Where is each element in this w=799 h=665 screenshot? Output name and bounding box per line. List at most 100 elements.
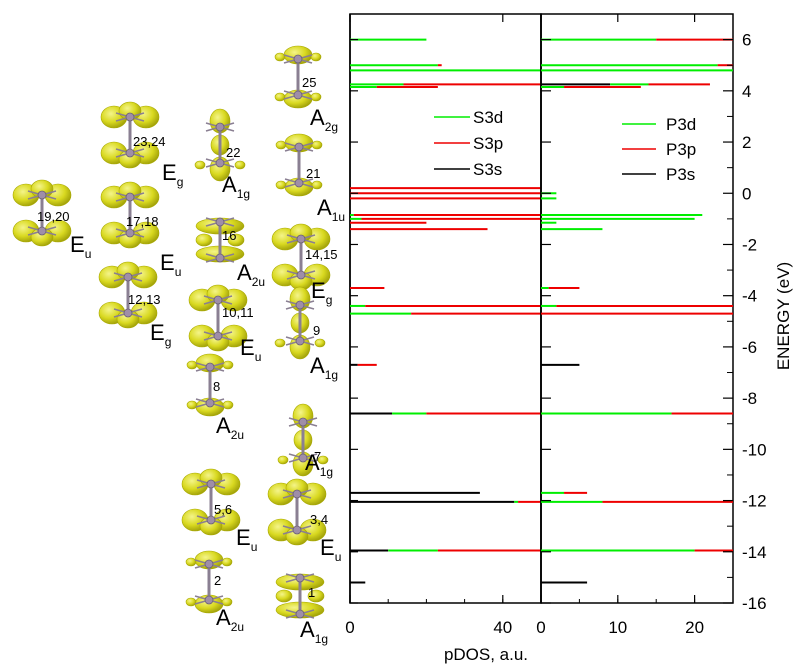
legend-label-s: P3s bbox=[666, 165, 695, 184]
atom bbox=[215, 122, 225, 132]
atom bbox=[215, 217, 225, 227]
symmetry-label: Eg bbox=[150, 320, 171, 349]
orbital-lobe bbox=[227, 233, 245, 247]
symmetry-label: A1g bbox=[305, 450, 333, 479]
symmetry-subscript: 2u bbox=[231, 428, 244, 442]
atom bbox=[123, 272, 133, 282]
atom bbox=[205, 398, 215, 408]
orbital-5-6: 5,6 Eu bbox=[181, 468, 257, 554]
symmetry-label: A1g bbox=[300, 617, 328, 646]
y-tick-label: 0 bbox=[742, 184, 751, 203]
symmetry-label: Eg bbox=[162, 160, 183, 189]
orbital-number: 9 bbox=[313, 323, 320, 338]
orbital-1: 1 A1g bbox=[275, 573, 328, 646]
atom bbox=[295, 336, 305, 346]
orbital-lobe bbox=[277, 455, 289, 465]
legend-label-s: S3s bbox=[473, 160, 502, 179]
orbital-number: 21 bbox=[306, 166, 320, 181]
orbital-gallery: 19,20Eu23,24Eg17,18Eu12,13Eg22A1g16A2u10… bbox=[12, 45, 345, 646]
legend-label-d: P3d bbox=[666, 115, 696, 134]
y-tick-label: -16 bbox=[742, 594, 767, 613]
y-tick-label: -8 bbox=[742, 389, 757, 408]
x-tick-label: 0 bbox=[345, 618, 354, 637]
atom bbox=[37, 190, 47, 200]
symmetry-label: Eu bbox=[320, 535, 341, 564]
atom bbox=[204, 595, 214, 605]
x-axis: 40 10 20 bbox=[349, 14, 734, 637]
orbital-lobe bbox=[275, 140, 287, 150]
symmetry-subscript: 1g bbox=[320, 465, 333, 479]
orbital-number: 25 bbox=[302, 75, 316, 90]
atom bbox=[125, 148, 135, 158]
orbital-12-13: 12,13 Eg bbox=[98, 261, 171, 349]
atom bbox=[294, 142, 304, 152]
atom bbox=[296, 234, 306, 244]
orbital-lobe bbox=[221, 557, 233, 567]
orbital-lobe bbox=[234, 160, 246, 170]
pdos-panel-sulfur: S3d S3p S3s bbox=[349, 13, 542, 604]
symmetry-subscript: u bbox=[251, 540, 258, 554]
orbital-14-15: 14,15 Eg bbox=[271, 223, 338, 307]
orbital-number: 1 bbox=[308, 585, 315, 600]
atom bbox=[213, 331, 223, 341]
symmetry-label: A1u bbox=[317, 195, 345, 224]
legend-phosphorus: P3d P3p P3s bbox=[622, 115, 696, 184]
orbital-lobe bbox=[275, 180, 287, 190]
y-axis-label: ENERGY (eV) bbox=[774, 262, 793, 370]
atom bbox=[206, 479, 216, 489]
symmetry-label: A2g bbox=[310, 105, 338, 134]
atom bbox=[292, 525, 302, 535]
orbital-lobe bbox=[310, 92, 322, 102]
orbital-22: 22 A1g bbox=[194, 108, 250, 201]
panel-frame bbox=[540, 13, 734, 604]
atom bbox=[204, 559, 214, 569]
orbital-8: 8 A2u bbox=[186, 353, 244, 442]
y-tick-label: 6 bbox=[742, 31, 751, 50]
symmetry-subscript: 2u bbox=[231, 620, 244, 634]
symmetry-label: Eu bbox=[240, 335, 261, 364]
orbital-lobe bbox=[194, 160, 206, 170]
orbital-lobe bbox=[275, 589, 293, 603]
symmetry-subscript: u bbox=[255, 350, 262, 364]
symmetry-subscript: 1g bbox=[325, 368, 338, 382]
symmetry-subscript: g bbox=[177, 175, 184, 189]
symmetry-label: A1g bbox=[222, 172, 250, 201]
symmetry-subscript: u bbox=[85, 247, 92, 261]
symmetry-subscript: g bbox=[326, 293, 333, 307]
atom bbox=[295, 609, 305, 619]
orbital-lobe bbox=[186, 400, 198, 410]
symmetry-label: A2u bbox=[237, 260, 265, 289]
symmetry-label: Eu bbox=[160, 250, 181, 279]
symmetry-label: Eu bbox=[70, 232, 91, 261]
orbital-lobe bbox=[222, 360, 234, 370]
orbital-lobe bbox=[195, 233, 213, 247]
symmetry-label: Eu bbox=[236, 525, 257, 554]
orbital-lobe bbox=[317, 455, 329, 465]
orbital-lobe bbox=[311, 140, 323, 150]
orbital-number: 3,4 bbox=[310, 512, 328, 527]
y-tick-label: -14 bbox=[742, 543, 767, 562]
orbital-lobe bbox=[222, 400, 234, 410]
orbital-3-4: 3,4 Eu bbox=[267, 478, 341, 564]
atom bbox=[125, 228, 135, 238]
orbital-number: 8 bbox=[213, 379, 220, 394]
orbital-lobe bbox=[186, 360, 198, 370]
atom bbox=[125, 192, 135, 202]
orbital-lobe bbox=[314, 338, 326, 348]
orbital-number: 16 bbox=[222, 228, 236, 243]
symmetry-subscript: 2u bbox=[252, 275, 265, 289]
orbital-21: 21 A1u bbox=[275, 133, 345, 224]
orbital-lobe bbox=[274, 92, 286, 102]
x-tick-label: 0 bbox=[536, 618, 545, 637]
orbital-lobe bbox=[310, 52, 322, 62]
orbital-lobe bbox=[311, 180, 323, 190]
orbital-number: 17,18 bbox=[126, 214, 159, 229]
atom bbox=[294, 178, 304, 188]
y-tick-label: -6 bbox=[742, 338, 757, 357]
y-tick-label: 2 bbox=[742, 133, 751, 152]
atom bbox=[293, 54, 303, 64]
orbital-number: 7 bbox=[314, 449, 321, 464]
orbital-number: 23,24 bbox=[133, 134, 166, 149]
orbital-23-24: 23,24 Eg bbox=[100, 101, 183, 189]
